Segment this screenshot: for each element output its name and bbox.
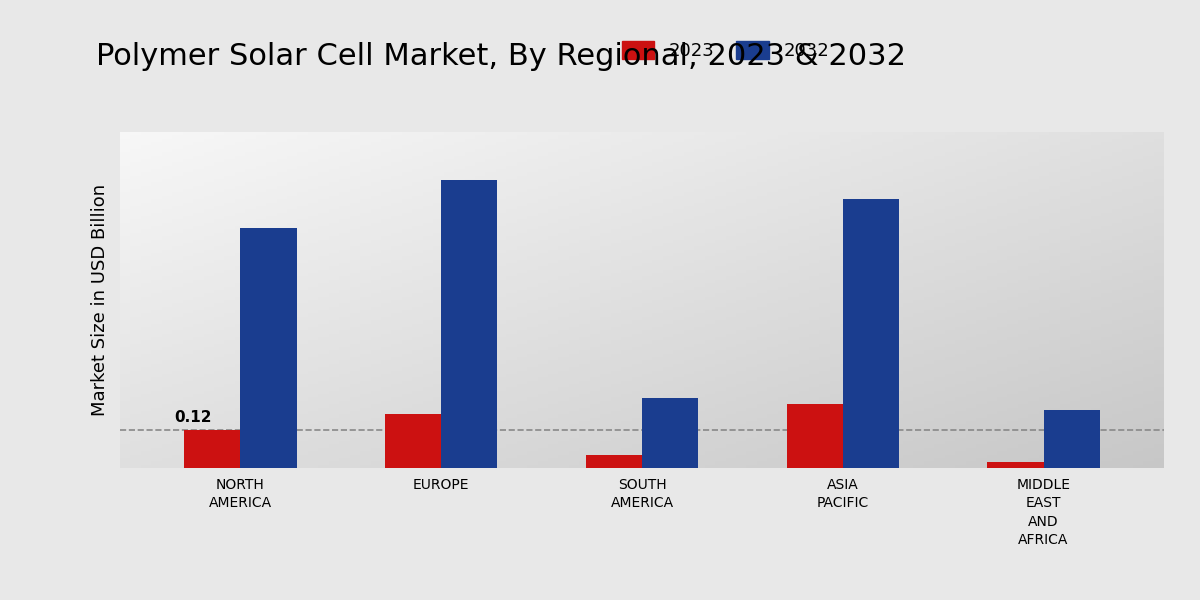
Bar xyxy=(185,430,240,468)
Bar xyxy=(642,398,698,468)
Text: 0.12: 0.12 xyxy=(174,410,211,425)
Bar xyxy=(988,461,1044,468)
Bar xyxy=(786,404,842,468)
Bar xyxy=(385,413,442,468)
Text: Polymer Solar Cell Market, By Regional, 2023 & 2032: Polymer Solar Cell Market, By Regional, … xyxy=(96,42,906,71)
Y-axis label: Market Size in USD Billion: Market Size in USD Billion xyxy=(91,184,109,416)
Bar xyxy=(586,455,642,468)
Bar xyxy=(842,199,899,468)
Bar xyxy=(1044,410,1099,468)
Bar xyxy=(442,180,498,468)
Legend: 2023, 2032: 2023, 2032 xyxy=(614,34,836,67)
Bar xyxy=(240,228,296,468)
